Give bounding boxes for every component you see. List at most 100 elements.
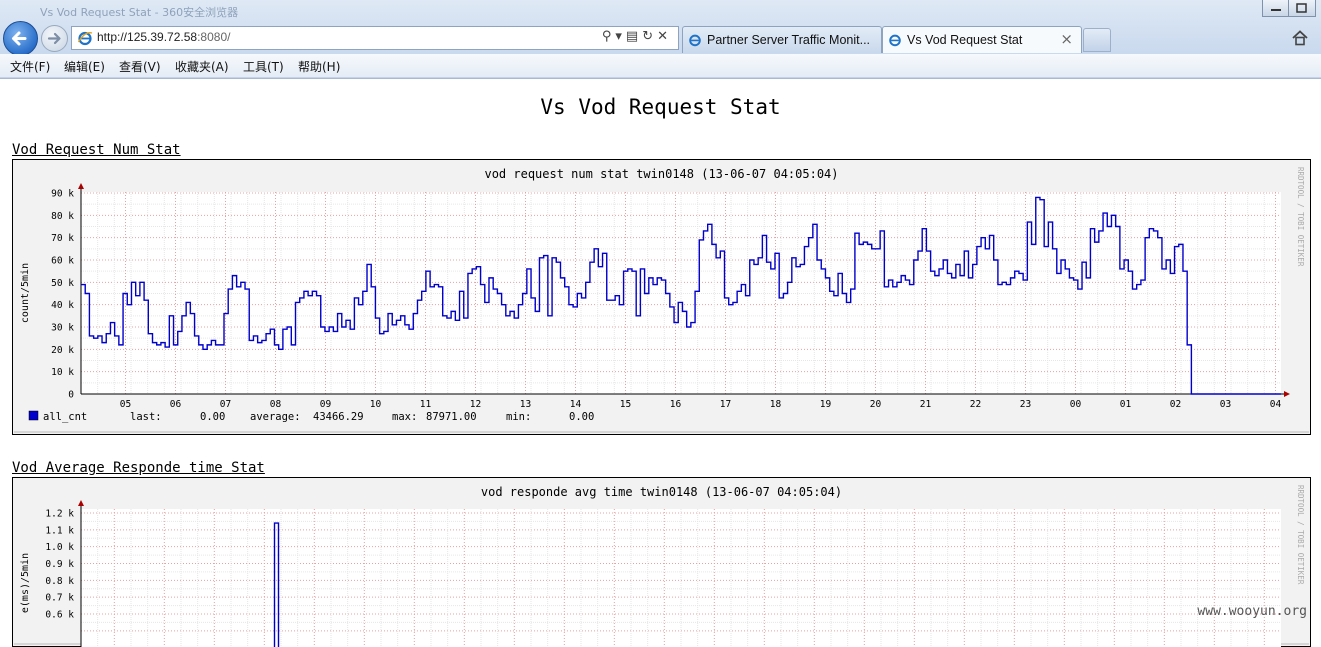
chart-title: vod responde avg time twin0148 (13-06-07… bbox=[481, 485, 842, 499]
address-url[interactable]: http://125.39.72.58:8080/ bbox=[97, 30, 230, 44]
back-button[interactable] bbox=[3, 21, 38, 56]
legend-max-label: max: bbox=[392, 411, 417, 423]
tab-label: Vs Vod Request Stat bbox=[907, 33, 1023, 47]
x-tick-label: 08 bbox=[270, 399, 282, 410]
y-axis-label: count/5min bbox=[20, 263, 31, 323]
rrdtool-credit: RRDTOOL / TOBI OETIKER bbox=[1296, 167, 1305, 267]
rrdtool-credit: RRDTOOL / TOBI OETIKER bbox=[1296, 485, 1305, 585]
section-title-request-num[interactable]: Vod Request Num Stat bbox=[12, 142, 181, 158]
y-tick-label: 10 k bbox=[51, 367, 74, 378]
x-tick-label: 11 bbox=[420, 399, 432, 410]
legend-max-value: 87971.00 bbox=[426, 411, 477, 423]
section-title-responde-time[interactable]: Vod Average Responde time Stat bbox=[12, 460, 265, 476]
maximize-button[interactable] bbox=[1288, 0, 1316, 17]
y-tick-label: 0.8 k bbox=[45, 576, 74, 587]
x-axis-arrow bbox=[1284, 391, 1290, 397]
y-tick-label: 20 k bbox=[51, 345, 74, 356]
x-tick-label: 20 bbox=[870, 399, 882, 410]
x-tick-label: 22 bbox=[970, 399, 981, 410]
forward-button[interactable] bbox=[41, 25, 68, 52]
y-tick-label: 50 k bbox=[51, 278, 74, 289]
home-icon[interactable] bbox=[1290, 28, 1310, 48]
address-port: :8080/ bbox=[197, 30, 231, 44]
y-tick-label: 70 k bbox=[51, 233, 74, 244]
x-tick-label: 01 bbox=[1120, 399, 1132, 410]
x-tick-label: 12 bbox=[470, 399, 481, 410]
y-tick-label: 1.0 k bbox=[45, 542, 74, 553]
legend-min-value: 0.00 bbox=[569, 411, 594, 423]
x-tick-label: 18 bbox=[770, 399, 782, 410]
dropdown-icon[interactable]: ▾ bbox=[615, 29, 626, 44]
y-tick-label: 30 k bbox=[51, 323, 74, 334]
compat-view-icon[interactable]: ▤ bbox=[625, 29, 643, 44]
menu-tools[interactable]: 工具(T) bbox=[243, 60, 284, 74]
y-axis-arrow bbox=[78, 183, 84, 189]
series-spike bbox=[273, 522, 280, 647]
legend-last-value: 0.00 bbox=[200, 411, 225, 423]
y-tick-label: 0 bbox=[68, 390, 74, 401]
menu-file[interactable]: 文件(F) bbox=[10, 60, 51, 74]
x-tick-label: 00 bbox=[1070, 399, 1082, 410]
x-tick-label: 07 bbox=[220, 399, 231, 410]
x-tick-label: 03 bbox=[1220, 399, 1231, 410]
menu-bar: 文件(F) 编辑(E) 查看(V) 收藏夹(A) 工具(T) 帮助(H) bbox=[0, 54, 1321, 77]
watermark: www.wooyun.org bbox=[1197, 604, 1307, 619]
new-tab-button[interactable] bbox=[1083, 28, 1111, 52]
x-tick-label: 14 bbox=[570, 399, 582, 410]
x-tick-label: 10 bbox=[370, 399, 382, 410]
tab-close-icon[interactable]: × bbox=[1060, 30, 1073, 48]
address-bar[interactable]: http://125.39.72.58:8080/ ⚲▾▤↻✕ bbox=[71, 26, 679, 50]
y-axis-arrow bbox=[78, 500, 84, 506]
request-num-chart: 05 06 07 08 09 10 11 12 13 14 15 16 17 18 19 20 21 22 23 00… bbox=[12, 159, 1311, 435]
address-host: http://125.39.72.58 bbox=[97, 30, 198, 44]
x-tick-label: 16 bbox=[670, 399, 682, 410]
browser-chrome: Vs Vod Request Stat - 360安全浏览器 http://12… bbox=[0, 0, 1321, 79]
x-tick-label: 04 bbox=[1270, 399, 1282, 410]
x-tick-label: 09 bbox=[320, 399, 332, 410]
menu-edit[interactable]: 编辑(E) bbox=[64, 60, 105, 74]
menu-help[interactable]: 帮助(H) bbox=[298, 60, 341, 74]
x-tick-label: 21 bbox=[920, 399, 932, 410]
ie-page-icon bbox=[77, 31, 93, 46]
legend-min-label: min: bbox=[506, 411, 531, 423]
y-tick-label: 0.7 k bbox=[45, 593, 74, 604]
y-tick-label: 1.2 k bbox=[45, 509, 74, 520]
x-tick-label: 13 bbox=[520, 399, 531, 410]
menu-favorites[interactable]: 收藏夹(A) bbox=[175, 60, 229, 74]
y-tick-label: 60 k bbox=[51, 256, 74, 267]
x-tick-label: 17 bbox=[720, 399, 731, 410]
ie-tab-icon bbox=[689, 34, 701, 47]
legend-average-value: 43466.29 bbox=[313, 411, 364, 423]
refresh-icon[interactable]: ↻ bbox=[642, 29, 658, 44]
legend-last-label: last: bbox=[130, 411, 162, 423]
y-tick-label: 40 k bbox=[51, 300, 74, 311]
y-tick-label: 80 k bbox=[51, 211, 74, 222]
x-tick-label: 19 bbox=[820, 399, 832, 410]
back-arrow-icon bbox=[12, 31, 27, 46]
legend-series-name: all_cnt bbox=[43, 411, 87, 423]
ie-tab-icon bbox=[889, 34, 901, 47]
x-tick-label: 23 bbox=[1020, 399, 1031, 410]
x-tick-label: 06 bbox=[170, 399, 182, 410]
responde-time-chart: 0.6 k 0.7 k 0.8 k 0.9 k 1.0 k 1.1 k 1.2 k vod r… bbox=[12, 477, 1311, 647]
search-icon[interactable]: ⚲ bbox=[601, 29, 616, 44]
x-tick-label: 02 bbox=[1170, 399, 1181, 410]
tab-partner-traffic[interactable]: Partner Server Traffic Monit... bbox=[682, 26, 882, 53]
minimize-icon bbox=[1271, 9, 1281, 11]
x-tick-label: 05 bbox=[120, 399, 131, 410]
stop-icon[interactable]: ✕ bbox=[657, 29, 672, 44]
series-line-all-cnt bbox=[81, 196, 1281, 395]
address-tools: ⚲▾▤↻✕ bbox=[602, 29, 672, 44]
page-title: Vs Vod Request Stat bbox=[540, 95, 781, 119]
y-tick-label: 0.9 k bbox=[45, 559, 74, 570]
window-title: Vs Vod Request Stat - 360安全浏览器 bbox=[40, 6, 239, 19]
chart-title: vod request num stat twin0148 (13-06-07 … bbox=[484, 167, 838, 181]
tab-label: Partner Server Traffic Monit... bbox=[707, 33, 871, 47]
tab-vs-vod-request-stat[interactable]: Vs Vod Request Stat × bbox=[882, 26, 1082, 53]
legend-swatch bbox=[28, 410, 39, 421]
menu-view[interactable]: 查看(V) bbox=[119, 60, 161, 74]
y-tick-label: 1.1 k bbox=[45, 525, 74, 536]
y-tick-label: 90 k bbox=[51, 189, 74, 200]
minimize-button[interactable] bbox=[1262, 0, 1290, 17]
restore-icon bbox=[1296, 3, 1307, 13]
